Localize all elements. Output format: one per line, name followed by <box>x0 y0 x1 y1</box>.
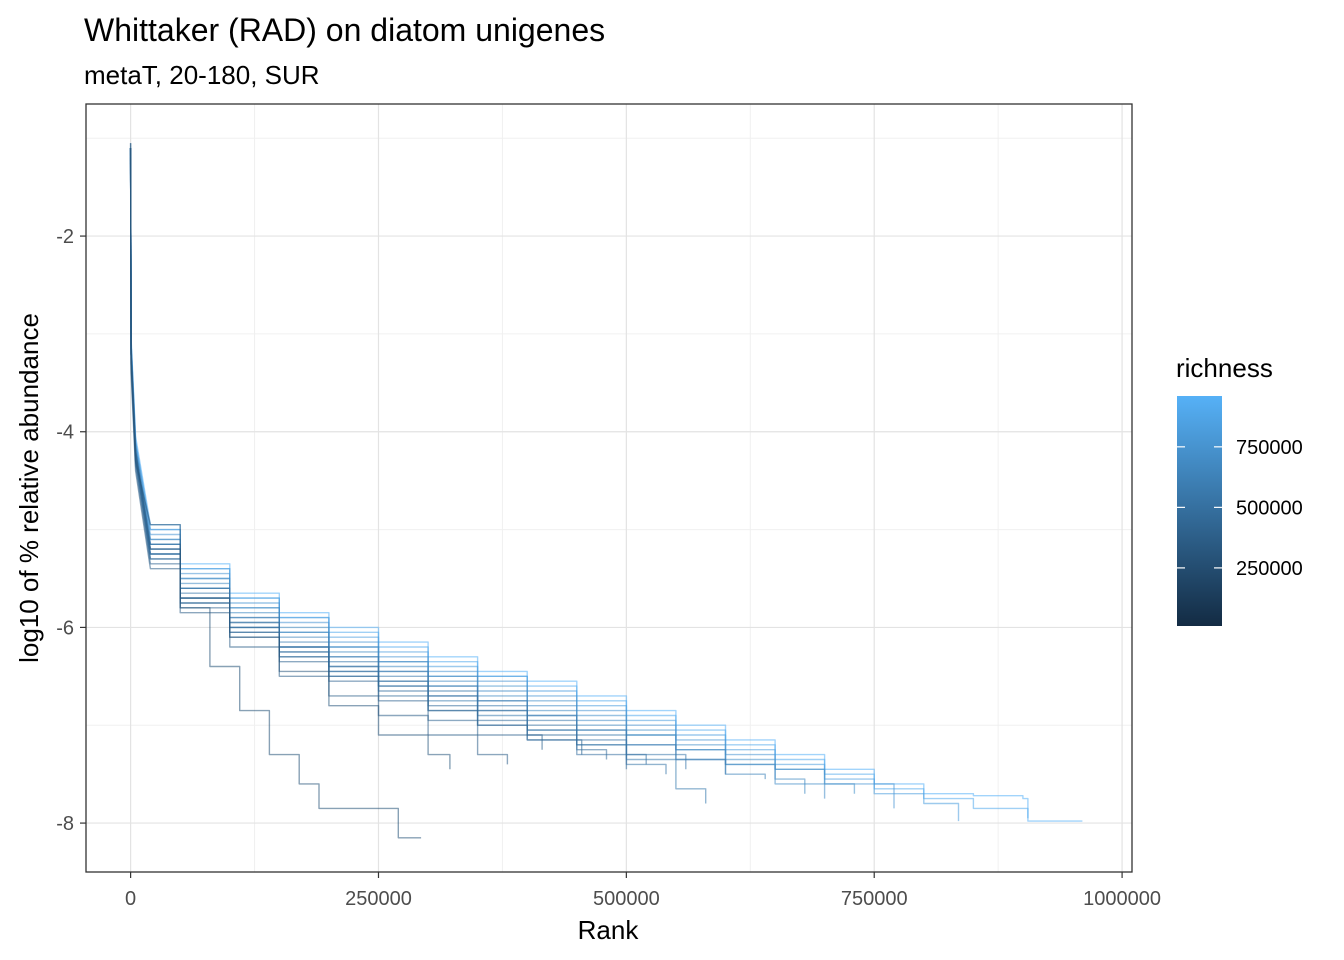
series-line <box>129 143 422 839</box>
legend-ticks: 250000 500000 750000 <box>1177 437 1303 580</box>
plot-background <box>86 104 1132 872</box>
legend: richness 250000 500000 750000 <box>1176 353 1303 626</box>
series-line <box>129 147 543 750</box>
series-line <box>129 147 451 770</box>
y-axis: -2 -4 -6 -8 <box>56 226 86 835</box>
grid-major <box>86 104 1132 872</box>
legend-tick-label: 250000 <box>1236 558 1303 580</box>
y-axis-title: log10 of % relative abundance <box>14 313 44 663</box>
legend-tick-label: 750000 <box>1236 437 1303 459</box>
y-tick-label: -2 <box>56 226 74 248</box>
x-tick-label: 1000000 <box>1083 888 1161 910</box>
y-tick-label: -6 <box>56 617 74 639</box>
x-tick-label: 0 <box>125 888 136 910</box>
chart-subtitle: metaT, 20-180, SUR <box>84 60 320 90</box>
legend-title: richness <box>1176 353 1273 383</box>
colorbar <box>1177 396 1222 626</box>
series-layer <box>129 143 1083 839</box>
x-tick-label: 750000 <box>841 888 908 910</box>
chart-title: Whittaker (RAD) on diatom unigenes <box>84 12 605 48</box>
y-tick-label: -4 <box>56 422 74 444</box>
x-axis: 0 250000 500000 750000 1000000 <box>125 872 1161 910</box>
series-line <box>129 147 806 794</box>
legend-tick-label: 500000 <box>1236 497 1303 519</box>
plot-panel <box>85 103 1133 873</box>
x-axis-title: Rank <box>578 915 640 945</box>
plot-border <box>85 103 1133 873</box>
x-tick-label: 500000 <box>593 888 660 910</box>
x-tick-label: 250000 <box>345 888 412 910</box>
y-tick-label: -8 <box>56 813 74 835</box>
series-line <box>129 157 509 765</box>
